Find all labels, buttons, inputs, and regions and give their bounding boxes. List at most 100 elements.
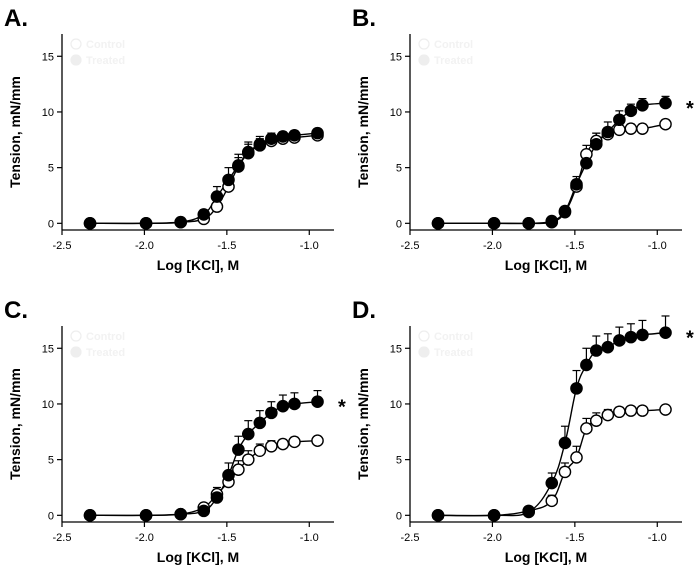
legend-marker [418,330,430,342]
data-point-treated [232,443,245,456]
x-tick-label: -2.5 [401,240,420,252]
data-point-treated [522,217,535,230]
data-point-treated [558,436,572,450]
data-point-treated [431,509,445,522]
panel-a: A. Control Treated 0 5 10 15 -2.5 -2.0 -1.5 -1.0 Lo… [4,5,334,273]
panel-letter: D. [352,297,376,324]
data-point-treated [174,507,187,521]
data-point-control [545,494,559,508]
x-tick-label: -2.0 [135,532,154,544]
legend-label: Treated [86,55,125,67]
data-point-treated [241,145,255,159]
data-point-treated [636,328,649,342]
data-point-control [659,403,672,416]
legend-label: Control [434,39,473,51]
data-point-control [624,122,638,135]
series-line-treated [90,401,318,517]
data-point-control [265,439,278,453]
data-point-treated [613,334,626,347]
y-tick-label: 15 [390,51,402,63]
legend-marker [70,54,82,66]
x-tick-label: -2.0 [135,240,154,252]
y-tick-label: 15 [42,343,54,355]
x-tick-label: -2.0 [483,532,502,544]
data-point-treated [558,204,572,218]
x-tick-label: -1.5 [565,532,584,544]
y-tick-label: 5 [396,163,402,175]
legend-marker [70,330,82,342]
data-point-control [601,408,615,422]
x-tick-label: -1.0 [648,532,667,544]
x-axis-title: Log [KCl], M [157,257,239,273]
panel-c: C. Control Treated 0 5 10 15 -2.5 -2.0 -1.5 -1.0 Lo… [4,297,346,565]
x-axis-title: Log [KCl], M [505,549,587,565]
legend-marker [418,38,430,50]
data-point-treated [197,504,211,518]
y-tick-label: 10 [42,107,54,119]
data-point-treated [83,217,97,230]
y-axis-title: Tension, mN/mm [355,76,371,188]
panel-b: B. Control Treated 0 5 10 15 -2.5 -2.0 -1.5 -1.0 Lo… [352,5,694,273]
legend-label: Control [86,39,125,51]
data-point-control [558,465,572,479]
data-point-treated [545,476,559,490]
data-point-control [311,434,324,448]
x-axis-title: Log [KCl], M [505,257,587,273]
data-point-treated [580,358,593,372]
legend-marker [70,346,82,358]
data-point-treated [487,217,501,230]
series-line-control [438,123,666,225]
data-point-control [570,451,583,464]
data-point-treated [580,156,593,170]
y-axis-title: Tension, mN/mm [355,368,371,480]
data-point-treated [276,130,290,143]
data-point-control [636,404,649,417]
data-point-treated [311,126,324,140]
data-point-treated [613,113,626,127]
x-tick-label: -1.0 [300,532,319,544]
data-point-treated [624,104,638,118]
y-tick-label: 5 [396,455,402,467]
data-point-control [589,414,603,427]
panel-d: D. Control Treated 0 5 10 15 -2.5 -2.0 -1.5 -1.0 Lo… [352,297,694,565]
y-tick-label: 0 [396,510,402,522]
panel-letter: A. [4,5,28,32]
data-point-treated [288,397,301,411]
data-point-treated [311,395,324,409]
legend-marker [70,38,82,50]
data-point-treated [253,137,267,151]
legend-marker [418,54,430,66]
x-tick-label: -1.0 [648,240,667,252]
legend-label: Control [86,331,125,343]
data-point-control [253,444,267,458]
x-tick-label: -1.5 [217,240,236,252]
data-point-treated [288,129,301,142]
data-point-control [276,437,290,451]
data-point-treated [431,217,445,230]
significance-star: * [686,98,694,120]
data-point-treated [570,382,583,395]
data-point-treated [636,98,649,112]
data-point-treated [659,326,672,339]
data-point-treated [83,509,97,522]
y-tick-label: 0 [48,218,54,230]
data-point-treated [210,190,224,203]
data-point-treated [589,137,603,151]
data-point-control [624,404,638,417]
x-tick-label: -1.5 [565,240,584,252]
data-point-treated [589,344,603,357]
data-point-treated [174,215,187,229]
x-tick-label: -2.5 [401,532,420,544]
data-point-control [288,435,301,449]
data-point-treated [197,208,211,221]
y-tick-label: 0 [396,218,402,230]
data-point-control [636,122,649,135]
y-tick-label: 15 [42,51,54,63]
legend-label: Treated [434,55,473,67]
y-tick-label: 0 [48,510,54,522]
data-point-control [613,405,626,419]
data-point-treated [522,505,535,519]
data-point-treated [624,330,638,344]
data-point-treated [232,159,245,172]
y-tick-label: 15 [390,343,402,355]
